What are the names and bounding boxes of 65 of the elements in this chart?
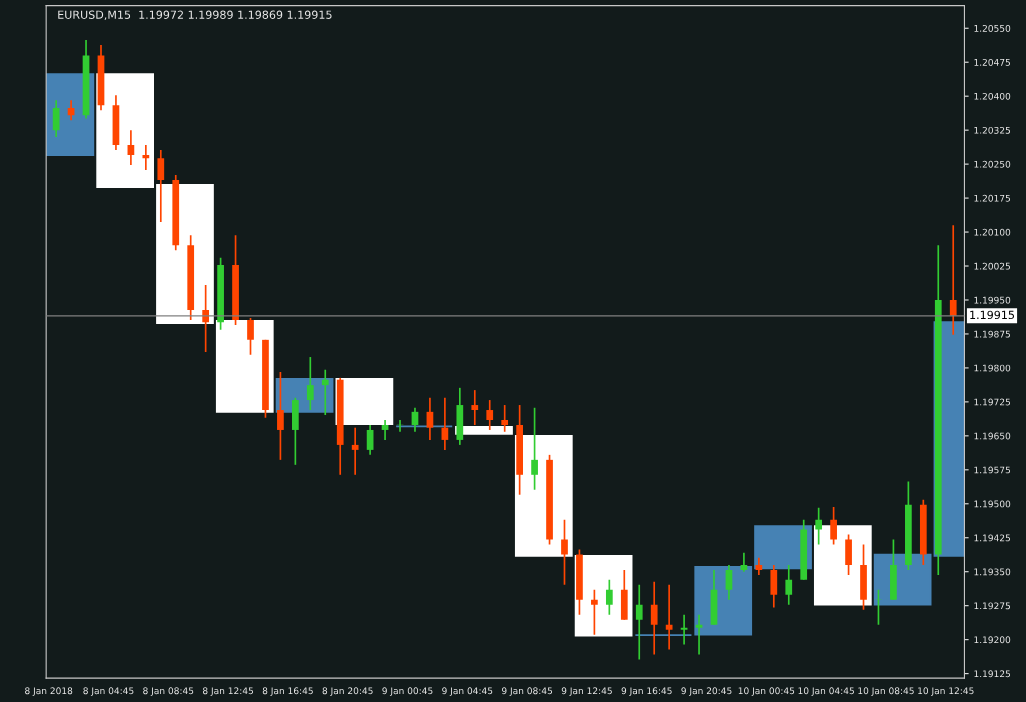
y-tick-label: 1.19800 xyxy=(974,364,1011,372)
x-tick-label: 9 Jan 04:45 xyxy=(442,687,493,696)
candlestick xyxy=(471,389,479,426)
y-tick-label: 1.20325 xyxy=(974,126,1011,134)
candlestick xyxy=(725,564,733,601)
x-tick-label: 8 Jan 08:45 xyxy=(143,687,194,696)
candlestick xyxy=(351,426,359,476)
y-tick-label: 1.19725 xyxy=(974,398,1011,406)
candlestick xyxy=(635,584,643,661)
y-tick-label: 1.19950 xyxy=(974,296,1011,304)
y-tick-label: 1.20475 xyxy=(974,58,1011,66)
x-tick-label: 10 Jan 04:45 xyxy=(798,687,854,696)
x-tick-label: 8 Jan 20:45 xyxy=(322,687,373,696)
y-tick-label: 1.19200 xyxy=(974,636,1011,644)
candlestick xyxy=(426,396,434,441)
y-tick-label: 1.20025 xyxy=(974,262,1011,270)
x-tick-label: 10 Jan 00:45 xyxy=(738,687,795,696)
candlestick xyxy=(366,424,374,456)
candlestick xyxy=(815,507,823,546)
y-tick-label: 1.19125 xyxy=(974,670,1011,678)
candlestick xyxy=(785,564,793,606)
x-tick-label: 9 Jan 16:45 xyxy=(621,687,672,696)
candlestick xyxy=(531,406,538,491)
candlestick xyxy=(127,129,135,166)
candlestick xyxy=(605,579,613,616)
candlestick xyxy=(949,224,957,336)
x-tick-label: 10 Jan 12:45 xyxy=(918,687,974,696)
y-tick-label: 1.20550 xyxy=(974,24,1011,32)
y-tick-label: 1.19500 xyxy=(974,500,1011,508)
y-tick-label: 1.20250 xyxy=(974,160,1011,168)
candlestick xyxy=(321,368,329,416)
candlestick xyxy=(52,99,60,138)
x-tick-label: 8 Jan 16:45 xyxy=(262,687,313,696)
candlestick xyxy=(501,404,509,433)
ref-line-label: 1.19915 xyxy=(970,310,1015,320)
x-tick-label: 9 Jan 08:45 xyxy=(501,687,553,696)
candlestick xyxy=(650,580,658,656)
candlestick xyxy=(830,506,837,546)
candlestick xyxy=(142,144,150,171)
candlestick xyxy=(247,317,254,356)
y-tick-label: 1.19575 xyxy=(974,466,1011,474)
y-tick-label: 1.19875 xyxy=(974,330,1011,338)
candlestick xyxy=(157,149,165,223)
candlestick xyxy=(680,613,688,646)
candlestick xyxy=(561,518,568,586)
y-tick-label: 1.19425 xyxy=(974,534,1011,542)
candlestick xyxy=(591,588,598,636)
x-tick-label: 9 Jan 00:45 xyxy=(382,687,433,696)
y-tick-label: 1.20175 xyxy=(974,194,1011,202)
x-tick-label: 9 Jan 12:45 xyxy=(561,687,612,696)
y-tick-label: 1.19650 xyxy=(974,432,1011,440)
y-tick-label: 1.20100 xyxy=(974,228,1011,236)
candlestick xyxy=(306,356,314,411)
x-tick-label: 8 Jan 2018 xyxy=(25,687,73,696)
candlestick xyxy=(277,371,284,461)
x-tick-label: 8 Jan 12:45 xyxy=(202,687,253,696)
y-tick-label: 1.20400 xyxy=(974,92,1011,100)
x-tick-label: 10 Jan 08:45 xyxy=(858,687,914,696)
x-tick-label: 8 Jan 04:45 xyxy=(83,687,134,696)
y-tick-label: 1.19350 xyxy=(974,568,1011,576)
x-tick-label: 9 Jan 20:45 xyxy=(681,687,732,696)
chart-title: EURUSD,M15 1.19972 1.19989 1.19869 1.19915 xyxy=(58,10,332,21)
candlestick xyxy=(665,584,673,651)
candlestick xyxy=(486,399,494,431)
y-tick-label: 1.19275 xyxy=(974,602,1011,610)
